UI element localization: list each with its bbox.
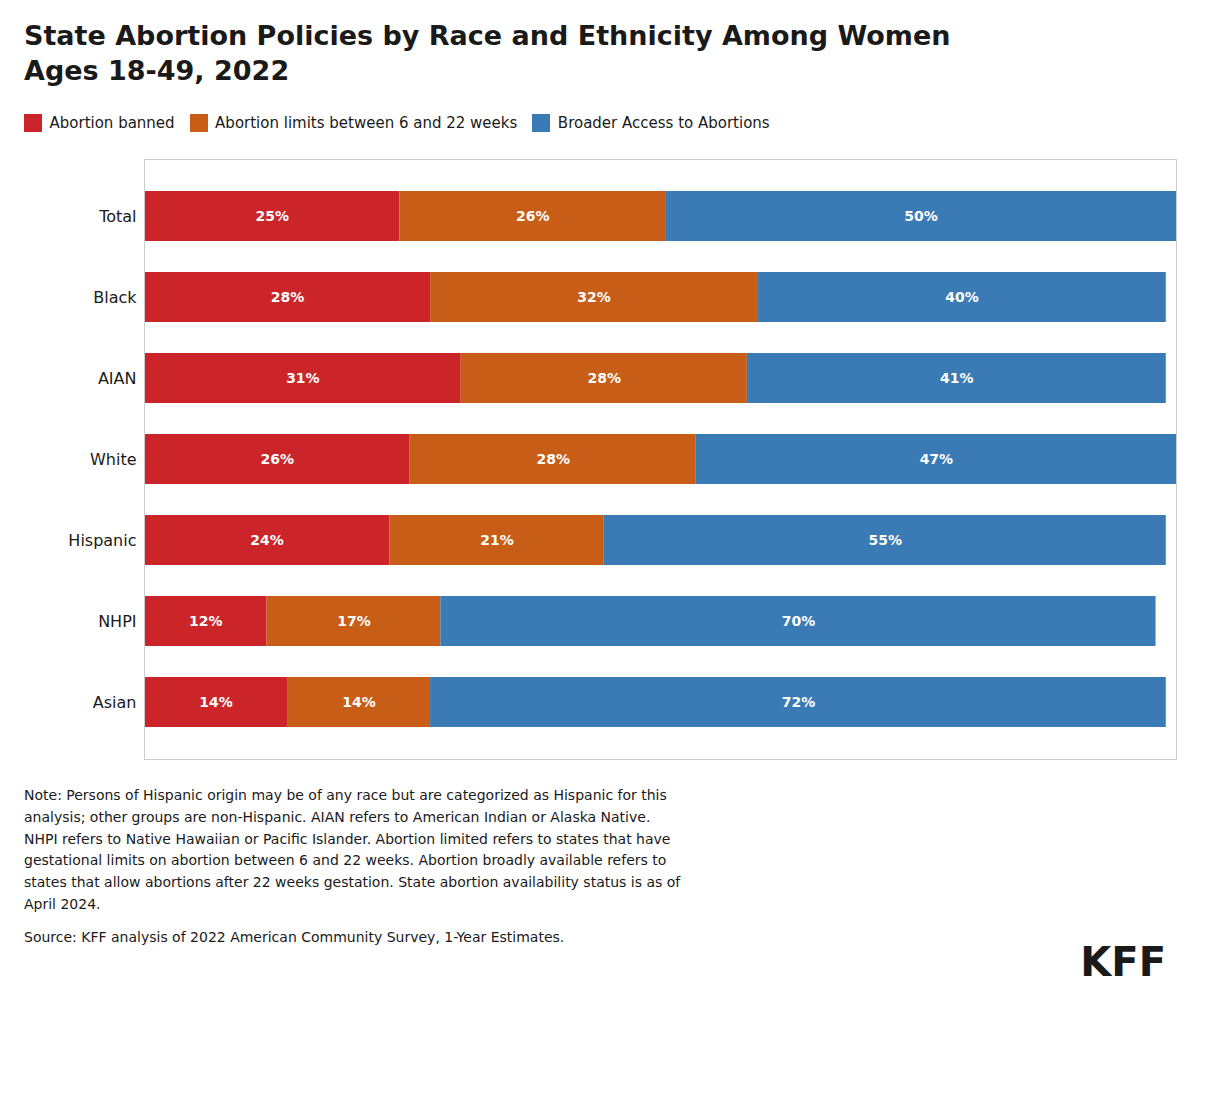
svg-text:72%: 72% [782, 694, 816, 710]
html-text:Ages 18-49, 2022: Ages 18-49, 2022 [24, 55, 290, 87]
svg-text:Total: Total [98, 207, 136, 226]
svg-text:41%: 41% [940, 370, 974, 386]
svg-text:28%: 28% [271, 289, 305, 305]
svg-text:Asian: Asian [93, 693, 137, 712]
svg-text:28%: 28% [536, 451, 570, 467]
html-text:Note: Persons of Hispanic orig: Note: Persons of Hispanic origin may be … [24, 787, 681, 912]
svg-text:26%: 26% [516, 208, 550, 224]
svg-text:28%: 28% [588, 370, 622, 386]
svg-text:50%: 50% [904, 208, 938, 224]
svg-text:Black: Black [93, 288, 137, 307]
svg-text:24%: 24% [250, 532, 284, 548]
html-text:Abortion limits between 6 and: Abortion limits between 6 and 22 weeks [215, 113, 518, 132]
svg-text:12%: 12% [189, 613, 223, 629]
svg-text:Hispanic: Hispanic [68, 531, 136, 550]
svg-text:25%: 25% [255, 208, 289, 224]
svg-text:NHPI: NHPI [98, 612, 136, 631]
svg-text:17%: 17% [337, 613, 371, 629]
html-text:Broader Access to Abortions: Broader Access to Abortions [557, 113, 770, 132]
svg-text:White: White [90, 450, 137, 469]
svg-text:55%: 55% [869, 532, 903, 548]
html-text:KFF: KFF [1080, 939, 1166, 986]
svg-text:32%: 32% [577, 289, 611, 305]
svg-text:40%: 40% [945, 289, 979, 305]
svg-text:26%: 26% [261, 451, 295, 467]
svg-text:14%: 14% [199, 694, 233, 710]
svg-text:AIAN: AIAN [98, 369, 137, 388]
html-text:State Abortion Policies by Rac: State Abortion Policies by Race and Ethn… [24, 20, 951, 51]
svg-text:14%: 14% [342, 694, 376, 710]
html-text:Abortion banned: Abortion banned [49, 113, 175, 132]
svg-text:47%: 47% [920, 451, 954, 467]
svg-text:21%: 21% [480, 532, 514, 548]
svg-text:70%: 70% [782, 613, 816, 629]
html-text:Source: KFF analysis of 2022 A: Source: KFF analysis of 2022 American Co… [24, 929, 565, 946]
svg-text:31%: 31% [286, 370, 320, 386]
